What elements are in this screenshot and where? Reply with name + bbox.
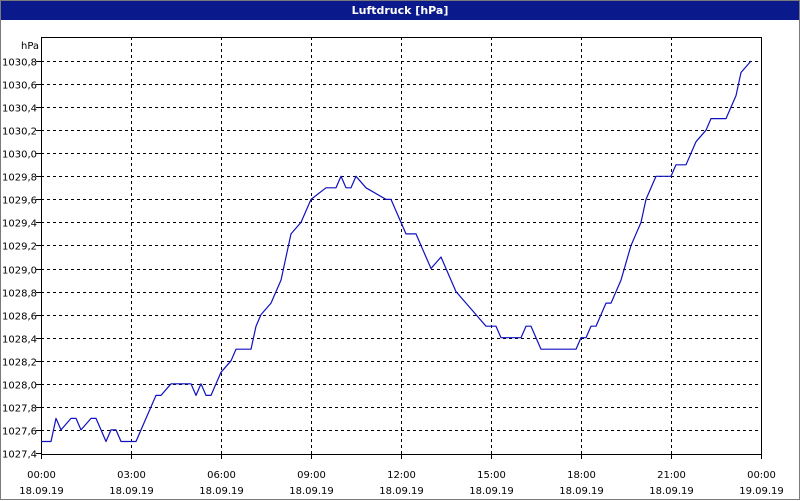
x-tick-date-label: 18.09.19 <box>109 486 154 497</box>
y-tick-label: 1028,0 <box>2 381 37 392</box>
x-tick-time-label: 18:00 <box>567 470 596 481</box>
y-tick-label: 1028,4 <box>2 335 37 346</box>
x-tick-date-label: 18.09.19 <box>559 486 604 497</box>
y-tick-label: 1030,0 <box>2 150 37 161</box>
pressure-series-line <box>41 60 752 443</box>
y-tick-label: 1029,8 <box>2 173 37 184</box>
x-tick-time-label: 00:00 <box>747 470 776 481</box>
y-tick-label: 1028,2 <box>2 358 37 369</box>
y-tick-label: 1030,4 <box>2 104 37 115</box>
y-tick-label: 1029,6 <box>2 196 37 207</box>
x-tick-date-label: 19.09.19 <box>739 486 784 497</box>
y-tick-label: 1030,2 <box>2 127 37 138</box>
y-tick-label: 1030,8 <box>2 58 37 69</box>
y-tick-label: 1029,2 <box>2 242 37 253</box>
y-tick-label: 1030,6 <box>2 81 37 92</box>
x-tick-time-label: 12:00 <box>387 470 416 481</box>
y-tick-label: 1029,0 <box>2 266 37 277</box>
x-tick-time-label: 09:00 <box>297 470 326 481</box>
y-tick-label: 1027,8 <box>2 404 37 415</box>
x-tick-time-label: 06:00 <box>207 470 236 481</box>
axes: 1027,4 1027,6 1027,8 1028,0 1028,2 1028,4 1028… <box>2 37 784 497</box>
y-axis-unit-label: hPa <box>21 41 39 52</box>
x-tick-date-label: 18.09.19 <box>379 486 424 497</box>
x-tick-date-label: 18.09.19 <box>289 486 334 497</box>
x-tick-time-label: 21:00 <box>657 470 686 481</box>
x-tick-date-label: 18.09.19 <box>19 486 64 497</box>
y-tick-label: 1027,6 <box>2 427 37 438</box>
y-tick-label: 1029,4 <box>2 219 37 230</box>
plot-frame <box>41 37 762 455</box>
grid <box>41 37 761 454</box>
x-tick-date-label: 18.09.19 <box>469 486 514 497</box>
series <box>41 60 752 443</box>
x-tick-time-label: 03:00 <box>117 470 146 481</box>
y-tick-label: 1028,6 <box>2 312 37 323</box>
x-tick-date-label: 18.09.19 <box>199 486 244 497</box>
x-tick-time-label: 00:00 <box>27 470 56 481</box>
chart-title: Luftdruck [hPa] <box>1 1 799 20</box>
x-tick-time-label: 15:00 <box>477 470 506 481</box>
y-tick-label: 1027,4 <box>2 450 37 461</box>
y-tick-label: 1028,8 <box>2 289 37 300</box>
x-tick-date-label: 18.09.19 <box>649 486 694 497</box>
